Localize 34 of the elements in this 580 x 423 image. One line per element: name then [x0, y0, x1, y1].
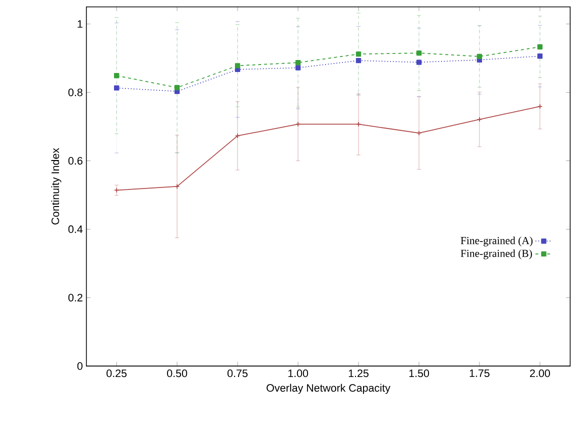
x-tick-label: 1.00	[288, 370, 308, 378]
y-tick-label: 0	[77, 362, 82, 370]
x-tick-label: 0.75	[228, 370, 248, 378]
y-tick-label: 1	[78, 20, 82, 28]
point	[356, 58, 362, 64]
point	[476, 54, 482, 60]
y-tick-label: 0.4	[68, 225, 83, 234]
legend-label: Fine-grained (A)	[460, 236, 533, 246]
point	[234, 133, 240, 138]
point	[416, 50, 422, 56]
x-tick-label: 1.25	[348, 370, 369, 378]
x-tick-label: 0.50	[167, 370, 188, 378]
point	[537, 44, 543, 50]
point	[295, 65, 301, 70]
y-tick-label: 0.2	[68, 294, 82, 302]
point	[234, 63, 240, 68]
x-tick-label: 1.75	[470, 370, 490, 378]
point	[416, 130, 422, 136]
point	[537, 54, 543, 59]
point	[295, 60, 301, 66]
x-axis-title: Overlay Network Capacity	[266, 384, 390, 394]
point	[114, 73, 120, 78]
x-tick-label: 0.25	[106, 370, 127, 378]
y-tick-label: 0.6	[68, 157, 82, 165]
x-tick-label: 1.50	[409, 370, 430, 378]
point	[114, 85, 120, 91]
y-axis-title: Continuity Index	[51, 148, 62, 224]
y-tick-label: 0.8	[68, 88, 82, 96]
point	[356, 51, 362, 57]
point	[174, 184, 180, 190]
legend-label: Fine-grained (B)	[460, 250, 532, 260]
point	[416, 60, 422, 65]
x-tick-label: 2.00	[530, 370, 550, 378]
point	[174, 85, 180, 90]
